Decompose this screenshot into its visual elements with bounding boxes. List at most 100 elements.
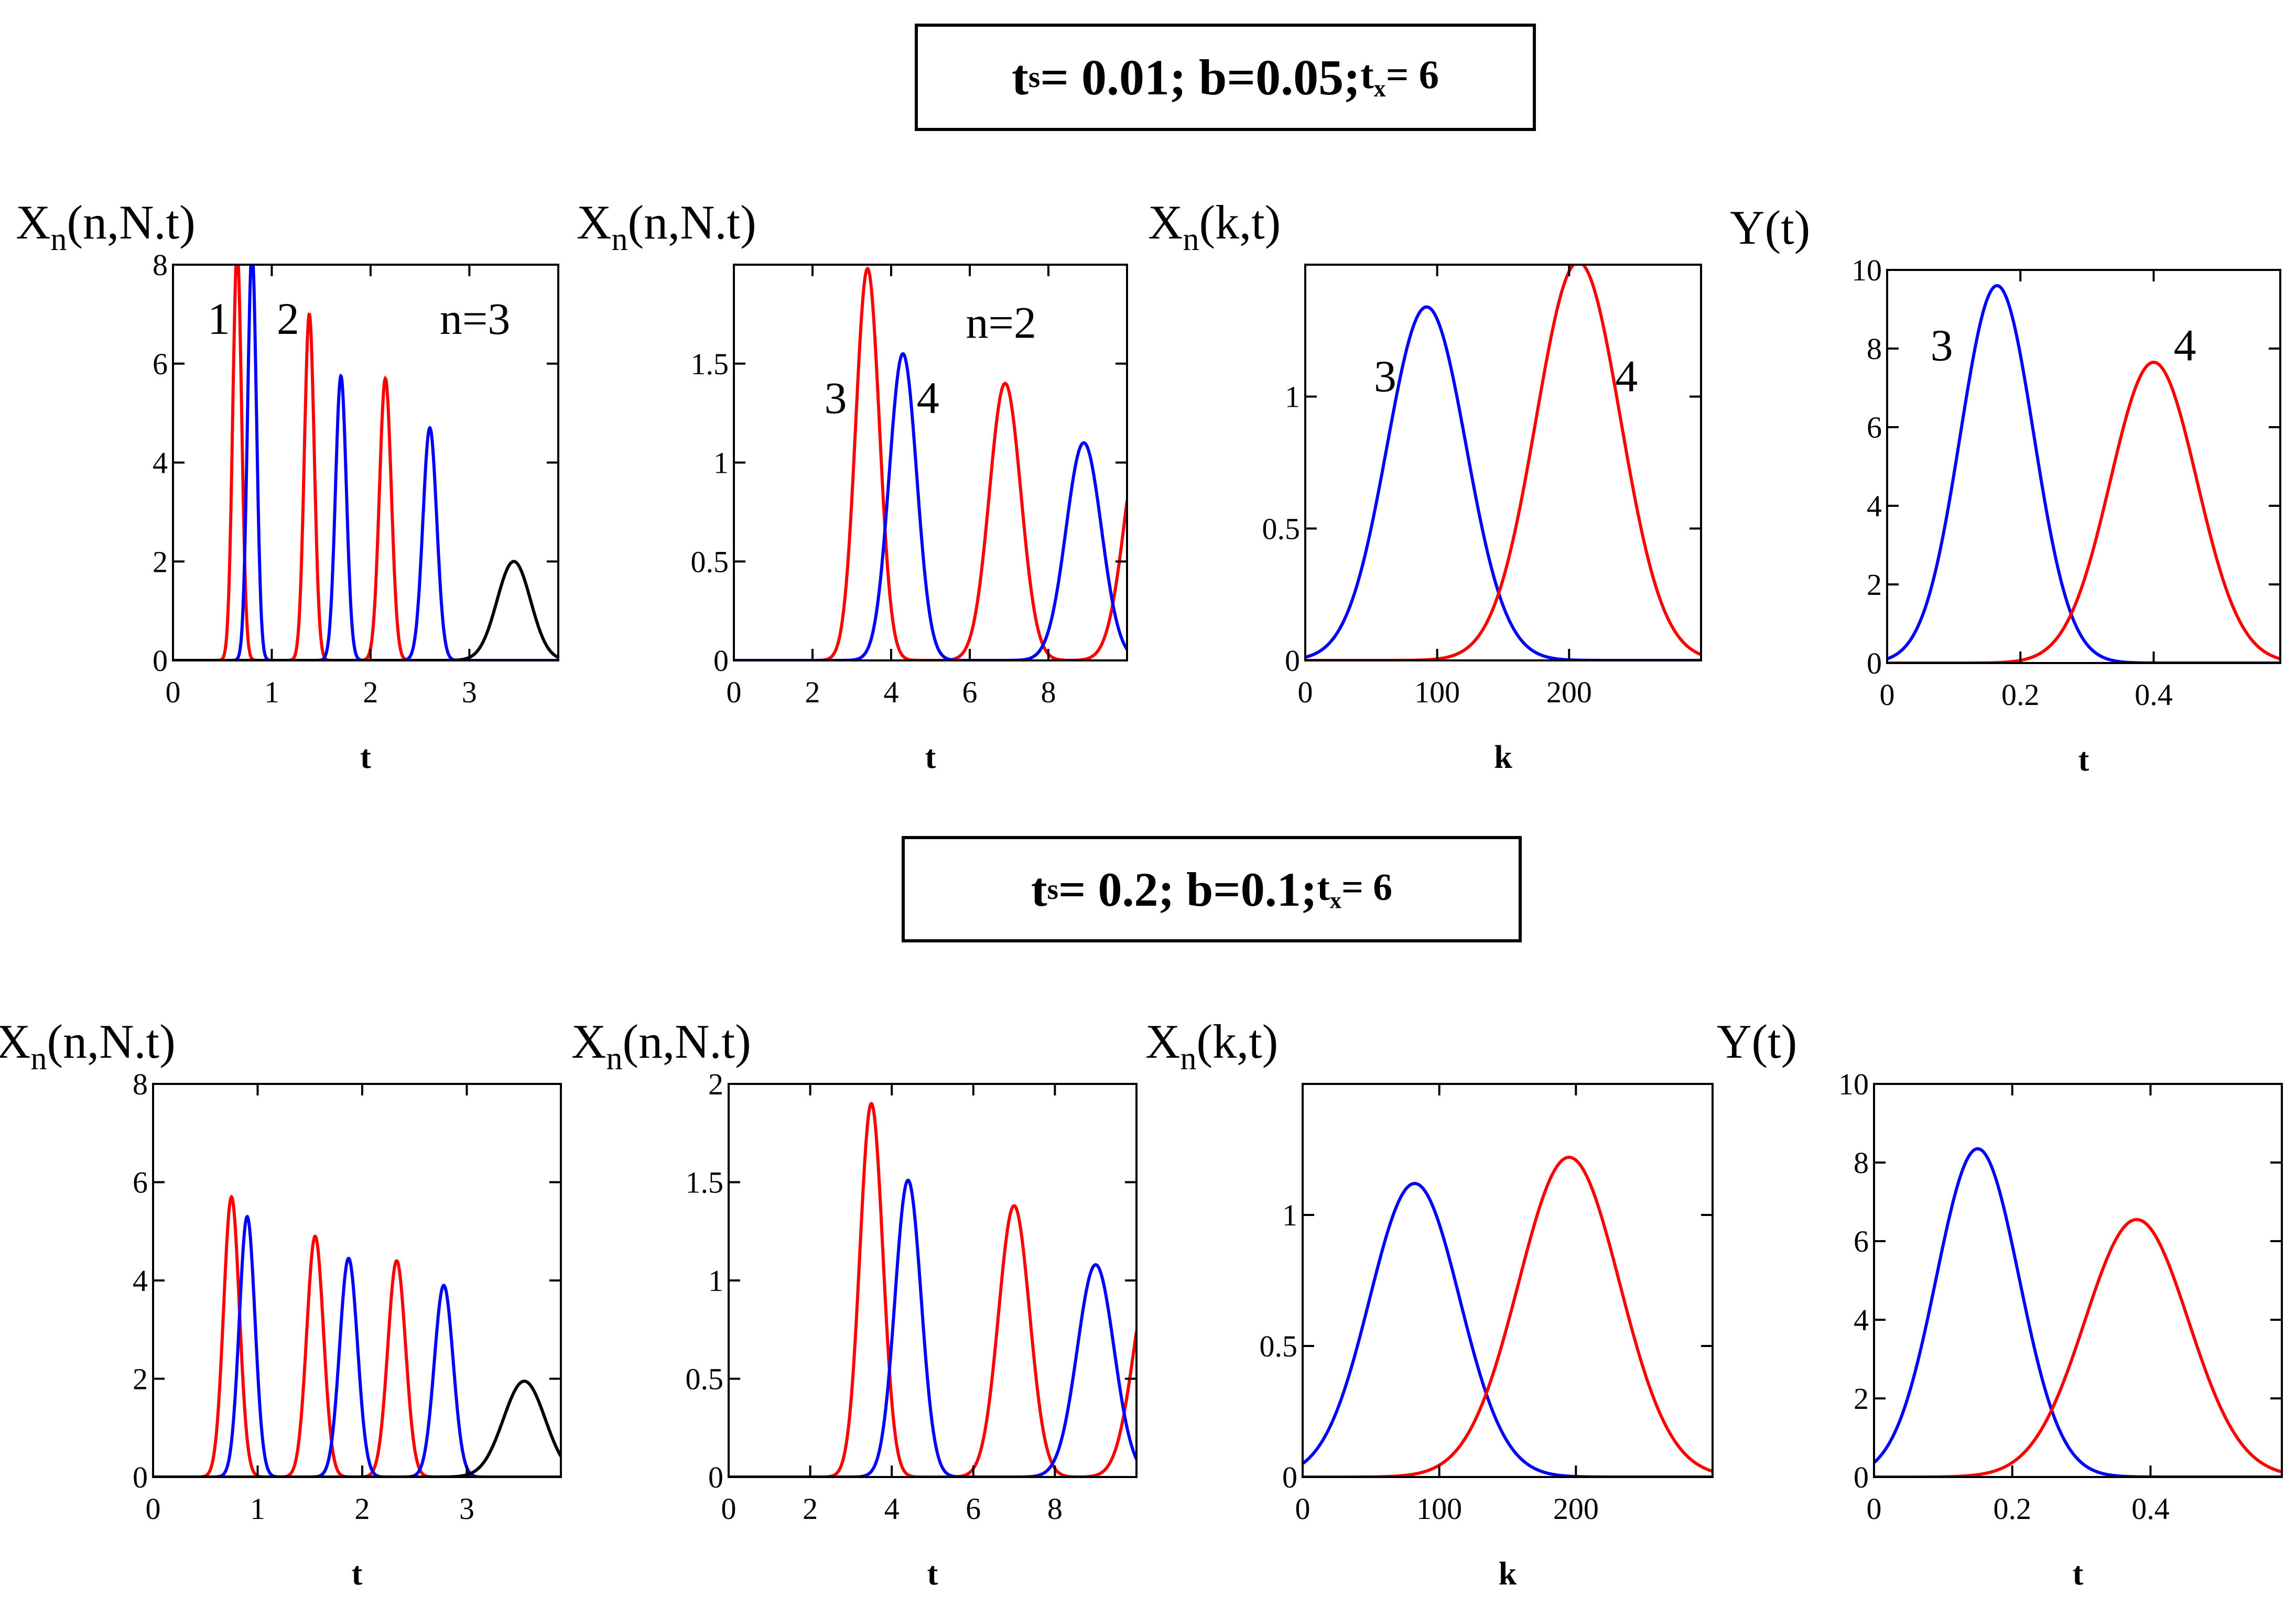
curve-annotation: 4	[1615, 351, 1638, 401]
x-axis-label: t	[2078, 742, 2089, 778]
x-tick-label: 100	[1414, 675, 1460, 709]
y-tick-label: 0.5	[686, 1362, 724, 1396]
y-axis-label: Xn(k,t)	[1145, 1015, 1278, 1077]
series-line-top-1-3	[173, 560, 558, 660]
y-tick-label: 0	[133, 1460, 148, 1494]
y-tick-label: 6	[1854, 1224, 1869, 1258]
x-axis-label: t	[2073, 1556, 2084, 1592]
chart-top-4: 0 2 4 6 8 10 0 0.2 0.4 t Y(t) 3 4	[1730, 201, 2281, 778]
y-axis-label-main: Y(t)	[1730, 201, 1810, 254]
series-line-bottom-2-2	[729, 1178, 1136, 1477]
x-tick-label: 0.2	[1993, 1492, 2031, 1526]
y-axis-label-tail: (n,N.t)	[622, 1015, 751, 1068]
x-tick-label: 6	[966, 1492, 981, 1526]
chart-top-2: 0 0.5 1 1.5 0 2 4 6 8 t Xn(n,N.t) 3 4 n=2	[577, 196, 1128, 775]
y-tick-label: 0	[1854, 1460, 1869, 1494]
chart-bottom-3: 0 0.5 1 0 100 200 k Xn(k,t)	[1145, 1015, 1714, 1592]
x-tick-label: 200	[1553, 1492, 1599, 1526]
series-line-bottom-1-2	[153, 1214, 561, 1477]
curve-annotation: 3	[1374, 351, 1396, 401]
y-tick-label: 6	[133, 1166, 148, 1200]
y-axis-label-main: Y(t)	[1717, 1015, 1797, 1068]
x-tick-label: 0.2	[2001, 678, 2040, 712]
x-tick-label: 0	[146, 1492, 161, 1526]
x-tick-label: 2	[354, 1492, 370, 1526]
x-tick-label: 0	[1880, 678, 1895, 712]
y-tick-label: 1.5	[691, 347, 729, 381]
y-tick-label: 8	[133, 1067, 148, 1101]
curve-annotation: 2	[277, 294, 299, 344]
banner-top-x-sub: x	[1373, 75, 1386, 102]
y-tick-label: 2	[708, 1067, 723, 1101]
y-axis-label-main: X	[1145, 1015, 1180, 1068]
series-line-top-3-1	[1305, 305, 1701, 660]
y-axis-label-sub: n	[1180, 1041, 1196, 1077]
banner-bottom-ts-b-text: = 0.2; b=0.1;	[1058, 862, 1317, 916]
y-axis-label-main: X	[1148, 196, 1183, 249]
series-line-bottom-1-3	[153, 1380, 561, 1477]
y-axis-label-main: X	[16, 196, 50, 249]
y-tick-label: 2	[1867, 568, 1882, 602]
plot-frame	[1304, 264, 1702, 661]
y-axis-label: Xn(n,N.t)	[571, 1015, 751, 1077]
y-axis-label: Xn(n,N.t)	[0, 1015, 176, 1077]
y-axis-label: Xn(n,N.t)	[577, 196, 756, 257]
y-tick-label: 0	[708, 1460, 723, 1494]
banner-top-t: t	[1011, 49, 1028, 105]
x-axis-label: k	[1499, 1556, 1517, 1592]
y-axis-label-sub: n	[611, 222, 627, 257]
y-axis-label-tail: (k,t)	[1199, 196, 1281, 249]
banner-bottom-t: t	[1031, 862, 1047, 916]
x-tick-label: 1	[250, 1492, 265, 1526]
series-line-top-2-1	[734, 266, 1127, 660]
y-tick-label: 4	[153, 446, 168, 480]
y-tick-label: 6	[153, 347, 168, 381]
y-tick-label: 2	[133, 1362, 148, 1396]
plot-frame	[733, 264, 1128, 661]
x-tick-label: 0	[721, 1492, 737, 1526]
banner-bottom-s-sub: s	[1047, 873, 1059, 905]
y-axis-label-sub: n	[30, 1041, 47, 1077]
x-tick-label: 8	[1041, 675, 1056, 709]
series-line-bottom-1-1	[153, 1195, 561, 1477]
y-tick-label: 0	[1285, 644, 1300, 678]
y-tick-label: 10	[1838, 1067, 1869, 1101]
y-axis-label-tail: (n,N.t)	[67, 196, 195, 249]
y-axis-label: Xn(n,N.t)	[16, 196, 196, 257]
curve-annotation: n=3	[440, 294, 511, 344]
x-tick-label: 1	[264, 675, 279, 709]
y-tick-label: 2	[1854, 1382, 1869, 1416]
x-tick-label: 2	[363, 675, 378, 709]
parameter-banner-top: t s = 0.01; b=0.05; tx= 6	[915, 24, 1536, 131]
y-tick-label: 8	[1854, 1146, 1869, 1180]
x-axis-label: t	[352, 1556, 363, 1592]
y-tick-label: 1	[713, 446, 729, 480]
y-tick-label: 0	[1867, 646, 1882, 680]
y-tick-label: 1	[708, 1264, 723, 1298]
x-tick-label: 0	[1867, 1492, 1882, 1526]
y-axis-label-tail: (n,N.t)	[47, 1015, 175, 1068]
x-tick-label: 4	[884, 675, 899, 709]
banner-top-s-sub: s	[1028, 61, 1041, 94]
plot-frame	[152, 1083, 562, 1478]
y-axis-label: Y(t)	[1730, 201, 1810, 254]
curve-annotation: 4	[2174, 320, 2196, 371]
y-tick-label: 0	[713, 644, 729, 678]
series-line-top-4-1	[1887, 284, 2280, 663]
x-tick-label: 0.4	[2135, 678, 2173, 712]
curve-annotation: 3	[825, 373, 847, 423]
y-tick-label: 4	[133, 1264, 148, 1298]
y-tick-label: 1	[1285, 380, 1300, 414]
plot-frame	[1873, 1083, 2283, 1478]
x-tick-label: 3	[462, 675, 477, 709]
y-axis-label-sub: n	[50, 222, 67, 257]
x-axis-label: t	[925, 740, 936, 775]
chart-bottom-2: 0 0.5 1 1.5 2 0 2 4 6 8 t Xn(n,N.t)	[571, 1015, 1138, 1592]
series-line-bottom-3-1	[1303, 1182, 1713, 1477]
series-line-top-4-2	[1887, 361, 2280, 663]
y-tick-label: 0.5	[691, 545, 729, 579]
y-axis-label-tail: (k,t)	[1196, 1015, 1278, 1068]
y-tick-label: 10	[1851, 253, 1882, 287]
series-line-top-3-2	[1305, 265, 1701, 660]
